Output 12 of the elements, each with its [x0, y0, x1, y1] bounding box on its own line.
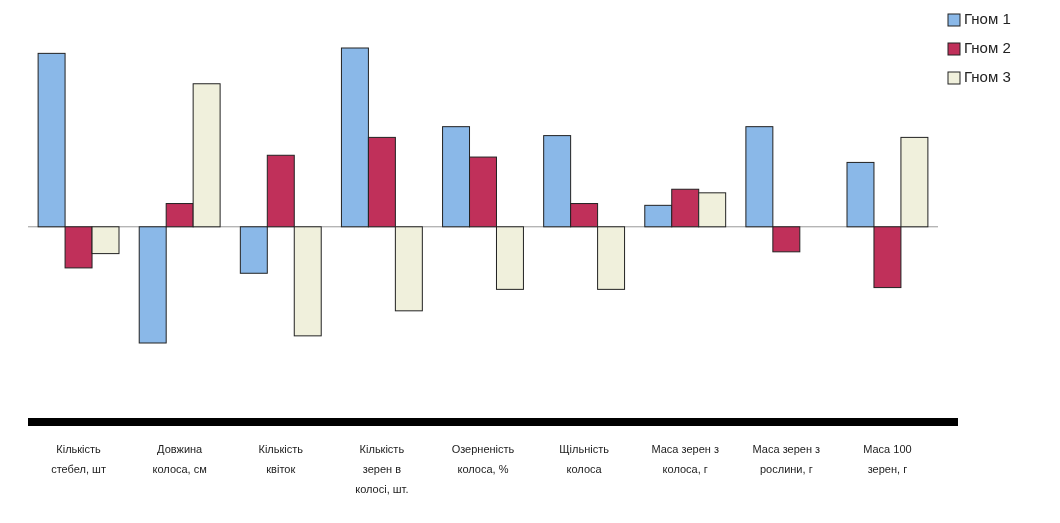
x-tick-label: Озерненість колоса, % — [451, 443, 515, 475]
x-tick-label: Кількість квіток — [258, 443, 304, 475]
x-tick-label: Маса зерен з колоса, г — [651, 443, 719, 475]
x-tick-label: Маса зерен з рослини, г — [752, 443, 821, 475]
x-tick-label: Щільність колоса — [559, 443, 610, 475]
legend-label: Гном 3 — [964, 68, 1011, 85]
x-tick-label: Кількість стебел, шт — [51, 443, 106, 475]
x-tick-label: Довжина колоса, см — [152, 443, 207, 475]
x-tick-label: Кількість зерен в колосі, шт. — [355, 443, 409, 495]
x-tick-label: Маса 100 зерен, г — [863, 443, 912, 475]
legend-label: Гном 2 — [964, 39, 1011, 56]
legend-label: Гном 1 — [964, 10, 1011, 27]
